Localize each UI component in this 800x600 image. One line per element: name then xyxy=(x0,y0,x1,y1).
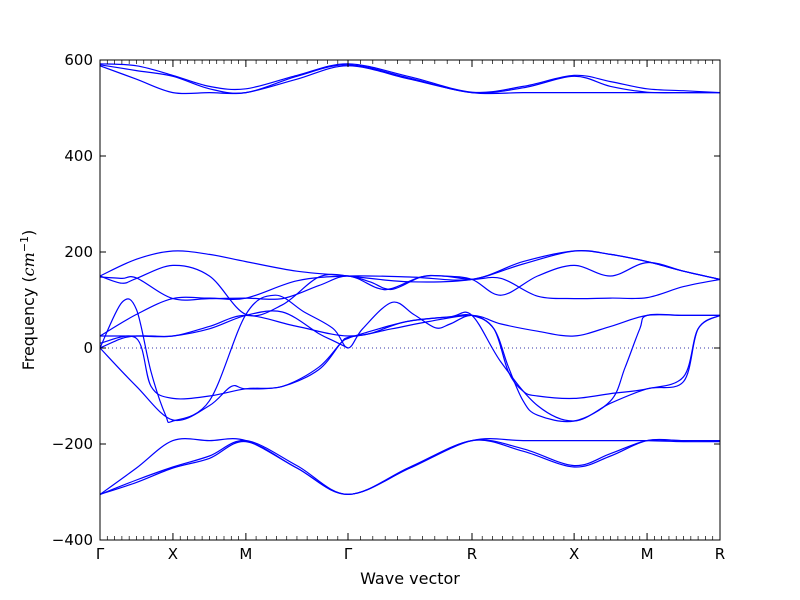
y-tick-label: 400 xyxy=(64,147,93,165)
y-axis-label-suffix: ) xyxy=(19,230,38,236)
band-12 xyxy=(99,310,349,349)
x-tick-label: M xyxy=(641,545,654,563)
x-tick-label: X xyxy=(569,545,579,563)
x-tick-label: Γ xyxy=(96,545,105,563)
band-2 xyxy=(99,64,721,94)
band-7 xyxy=(99,250,721,337)
y-axis-label: Frequency (cm−1) xyxy=(18,230,38,371)
band-14 xyxy=(99,439,720,496)
band-8 xyxy=(99,294,720,423)
x-axis-label: Wave vector xyxy=(360,569,460,588)
band-6 xyxy=(99,261,721,301)
y-axis-label-prefix: Frequency ( xyxy=(19,276,38,370)
band-lines xyxy=(99,63,721,496)
band-3 xyxy=(99,65,720,95)
band-5 xyxy=(99,264,721,317)
x-tick-label: Γ xyxy=(344,545,353,563)
x-tick-label: M xyxy=(239,545,252,563)
y-axis-label-unit: cm xyxy=(19,252,38,276)
y-ticks: 600 400 200 0 −200 −400 xyxy=(52,51,720,549)
band-15 xyxy=(99,438,721,495)
y-axis-label-exp: −1 xyxy=(18,236,31,252)
y-tick-label: −400 xyxy=(52,531,93,549)
x-tick-label: X xyxy=(168,545,178,563)
x-tick-label: R xyxy=(715,545,725,563)
y-tick-label: 200 xyxy=(64,243,93,261)
y-tick-label: 0 xyxy=(83,339,93,357)
band-11 xyxy=(99,311,721,422)
band-1 xyxy=(99,63,721,94)
band-9 xyxy=(100,313,720,338)
y-tick-label: 600 xyxy=(64,51,93,69)
y-tick-label: −200 xyxy=(52,435,93,453)
x-tick-label: R xyxy=(467,545,477,563)
